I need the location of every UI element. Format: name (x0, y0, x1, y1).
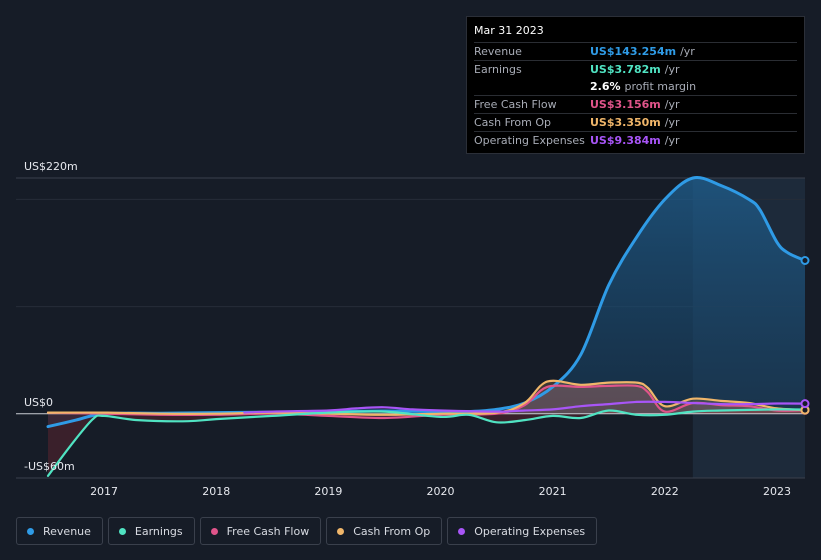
tooltip-date: Mar 31 2023 (474, 24, 544, 37)
legend-dot-icon (27, 527, 34, 535)
legend-label: Revenue (43, 524, 91, 538)
x-tick-label: 2021 (539, 485, 567, 498)
y-axis-zero-label: US$0 (24, 396, 54, 409)
tooltip-row-label: Revenue (474, 45, 522, 58)
series-area-cash-from-op (48, 380, 805, 415)
tooltip-row-value: US$9.384m (590, 134, 661, 147)
legend-dot-icon (337, 527, 345, 535)
tooltip-row-value: US$3.350m (590, 116, 661, 129)
tooltip-row-unit: /yr (664, 134, 680, 147)
tooltip-row-label: Free Cash Flow (474, 98, 557, 111)
tooltip-row-unit: /yr (664, 98, 680, 111)
legend-item-operating-expenses[interactable]: Operating Expenses (447, 517, 598, 545)
tooltip-row-label: Operating Expenses (474, 134, 585, 147)
tooltip-row: Operating Expenses US$9.384m/yr (474, 131, 797, 149)
legend-label: Earnings (134, 524, 183, 538)
x-tick-label: 2019 (314, 485, 342, 498)
tooltip-row-label: Earnings (474, 63, 522, 76)
tooltip-row: Free Cash Flow US$3.156m/yr (474, 95, 797, 113)
legend: Revenue Earnings Free Cash Flow Cash From O… (16, 517, 598, 545)
legend-item-cash-from-op[interactable]: Cash From Op (326, 517, 443, 545)
legend-item-revenue[interactable]: Revenue (16, 517, 103, 545)
x-tick-label: 2017 (90, 485, 118, 498)
x-tick-label: 2020 (427, 485, 455, 498)
series-end-point-operating-expenses (800, 399, 810, 409)
tooltip-row: Revenue US$143.254m/yr (474, 42, 797, 60)
legend-dot-icon (118, 527, 126, 535)
tooltip-row-value: 2.6% (590, 80, 621, 93)
tooltip-row-value: US$3.782m (590, 63, 661, 76)
x-tick-label: 2022 (651, 485, 679, 498)
legend-dot-icon (210, 527, 218, 535)
tooltip-row-unit: /yr (664, 63, 680, 76)
legend-item-earnings[interactable]: Earnings (107, 517, 195, 545)
legend-label: Operating Expenses (474, 524, 586, 538)
series-area-revenue (48, 177, 805, 427)
tooltip-row-unit: /yr (680, 45, 695, 58)
legend-item-free-cash-flow[interactable]: Free Cash Flow (199, 517, 322, 545)
y-axis-bottom-label: -US$60m (24, 460, 75, 473)
tooltip-row-value: US$143.254m (590, 45, 677, 58)
legend-label: Free Cash Flow (226, 524, 310, 538)
legend-dot-icon (458, 527, 466, 535)
tooltip-row-label: Cash From Op (474, 116, 552, 129)
y-axis-top-label: US$220m (24, 160, 78, 173)
tooltip-row-value: US$3.156m (590, 98, 661, 111)
tooltip: Mar 31 2023 Revenue US$143.254m/yr Earning… (466, 16, 805, 154)
x-tick-label: 2018 (202, 485, 230, 498)
series-line-cash-from-op (46, 379, 807, 416)
tooltip-row: 2.6% profit margin (474, 78, 797, 95)
legend-label: Cash From Op (353, 524, 431, 538)
series-area-earnings (48, 409, 805, 476)
series-line-operating-expenses (243, 400, 807, 414)
x-tick-label: 2023 (763, 485, 791, 498)
tooltip-row: Earnings US$3.782m/yr (474, 60, 797, 78)
tooltip-row-unit: profit margin (624, 80, 697, 93)
tooltip-row: Cash From Op US$3.350m/yr (474, 113, 797, 131)
tooltip-row-unit: /yr (664, 116, 680, 129)
series-line-earnings (46, 408, 807, 477)
series-end-point-revenue (800, 256, 810, 265)
